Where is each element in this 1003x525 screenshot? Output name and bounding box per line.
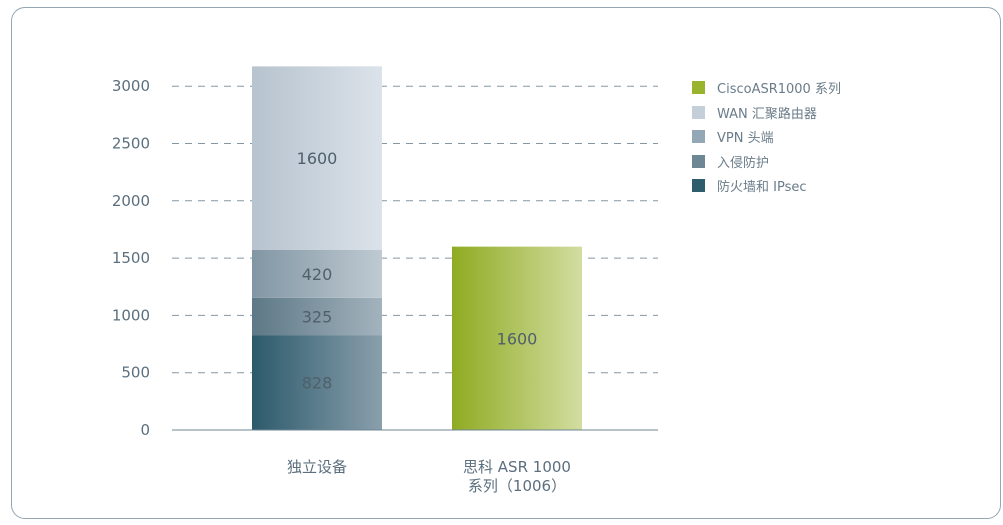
y-tick-label: 500 <box>121 364 150 382</box>
y-tick-label: 3000 <box>112 77 150 95</box>
bar-segment <box>252 66 382 250</box>
y-tick-label: 0 <box>140 421 150 439</box>
legend-swatch <box>692 154 705 168</box>
legend-label: 防火墙和 IPsec <box>717 180 807 195</box>
data-label: 1600 <box>297 149 338 168</box>
legend-item: 入侵防护 <box>692 150 841 173</box>
category-label: 系列（1006） <box>468 477 566 495</box>
data-labels: 828 325 420 1600 1600 <box>297 149 538 393</box>
gridlines <box>172 85 658 374</box>
legend: CiscoASR1000 系列 WAN 汇聚路由器 VPN 头端 入侵防护防火墙和 I… <box>692 76 841 199</box>
legend-label: CiscoASR1000 系列 <box>717 82 841 97</box>
data-label: 420 <box>302 265 333 284</box>
y-axis-ticks: 0 500 1000 1500 2000 2500 3000 <box>112 77 150 439</box>
chart-frame <box>11 7 1001 519</box>
bar-segment <box>252 249 382 298</box>
legend-swatch <box>692 105 705 119</box>
category-label: 思科 ASR 1000 <box>463 458 571 476</box>
legend-item: CiscoASR1000 系列 <box>692 76 841 99</box>
y-tick-label: 1000 <box>112 306 150 324</box>
legend-label: 入侵防护 <box>717 155 770 171</box>
legend-swatch <box>692 81 705 94</box>
legend-swatch <box>692 130 705 143</box>
legend-item: 防火墙和 IPsec <box>692 174 841 197</box>
data-label: 1600 <box>497 329 538 348</box>
data-label: 325 <box>302 307 333 326</box>
bar-segment <box>252 335 382 430</box>
y-tick-label: 2500 <box>112 135 150 153</box>
legend-item: WAN 汇聚路由器 <box>692 101 841 124</box>
category-label: 独立设备 <box>287 458 347 476</box>
bar-segment <box>452 246 582 430</box>
bars <box>252 66 582 430</box>
y-tick-label: 2000 <box>112 192 150 210</box>
legend-label: WAN 汇聚路由器 <box>717 106 817 122</box>
legend-swatch <box>692 179 705 192</box>
legend-item: VPN 头端 <box>692 125 841 148</box>
legend-label: VPN 头端 <box>717 131 774 146</box>
data-label: 828 <box>302 374 333 393</box>
y-tick-label: 1500 <box>112 249 150 267</box>
bar-segment <box>252 297 382 336</box>
